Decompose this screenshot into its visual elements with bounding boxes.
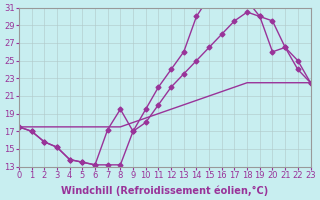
X-axis label: Windchill (Refroidissement éolien,°C): Windchill (Refroidissement éolien,°C) [61,185,268,196]
